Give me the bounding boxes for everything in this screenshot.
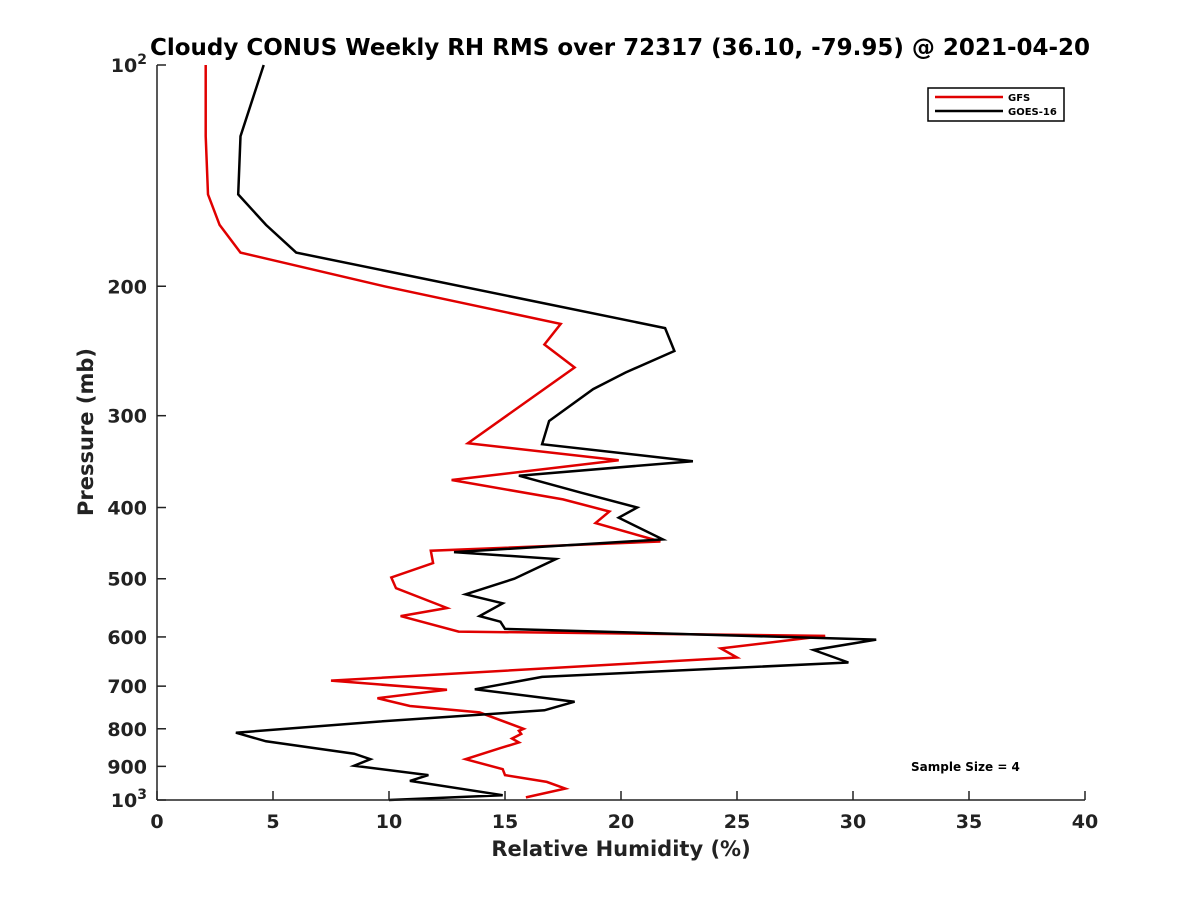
series-line-goes16 bbox=[235, 64, 877, 802]
y-tick-label: 900 bbox=[107, 756, 147, 778]
x-tick-label: 40 bbox=[1072, 811, 1098, 833]
plot-area bbox=[157, 65, 1085, 800]
y-tick-label: 700 bbox=[107, 676, 147, 698]
x-ticks: 0 5 10 15 20 25 30 35 40 bbox=[150, 791, 1098, 833]
y-tick-label: 103 bbox=[111, 787, 147, 812]
y-tick-label: 500 bbox=[107, 569, 147, 591]
y-ticks: 102 200 300 400 500 600 700 800 900 103 bbox=[107, 52, 166, 812]
y-tick-label: 102 bbox=[111, 52, 147, 77]
x-tick-label: 30 bbox=[840, 811, 866, 833]
axes-background bbox=[157, 65, 1085, 800]
chart-title: Cloudy CONUS Weekly RH RMS over 72317 (3… bbox=[150, 35, 1090, 61]
x-tick-label: 10 bbox=[376, 811, 402, 833]
x-tick-label: 35 bbox=[956, 811, 982, 833]
x-tick-label: 0 bbox=[150, 811, 163, 833]
legend: GFS GOES-16 bbox=[927, 87, 1065, 122]
sample-size-annotation: Sample Size = 4 bbox=[911, 760, 1020, 774]
x-axis-label: Relative Humidity (%) bbox=[491, 837, 750, 861]
x-tick-label: 15 bbox=[492, 811, 518, 833]
series-layer bbox=[204, 64, 877, 802]
legend-label-gfs: GFS bbox=[1008, 93, 1030, 104]
y-tick-label: 400 bbox=[107, 498, 147, 520]
y-tick-label: 600 bbox=[107, 627, 147, 649]
y-tick-label: 200 bbox=[107, 276, 147, 298]
x-tick-label: 20 bbox=[608, 811, 634, 833]
x-tick-label: 5 bbox=[266, 811, 279, 833]
legend-label-goes16: GOES-16 bbox=[1008, 107, 1057, 118]
y-axis-label: Pressure (mb) bbox=[74, 348, 98, 516]
x-tick-label: 25 bbox=[724, 811, 750, 833]
y-tick-label: 300 bbox=[107, 406, 147, 428]
y-tick-label: 800 bbox=[107, 719, 147, 741]
legend-box bbox=[927, 87, 1065, 122]
series-line-gfs bbox=[204, 65, 826, 799]
